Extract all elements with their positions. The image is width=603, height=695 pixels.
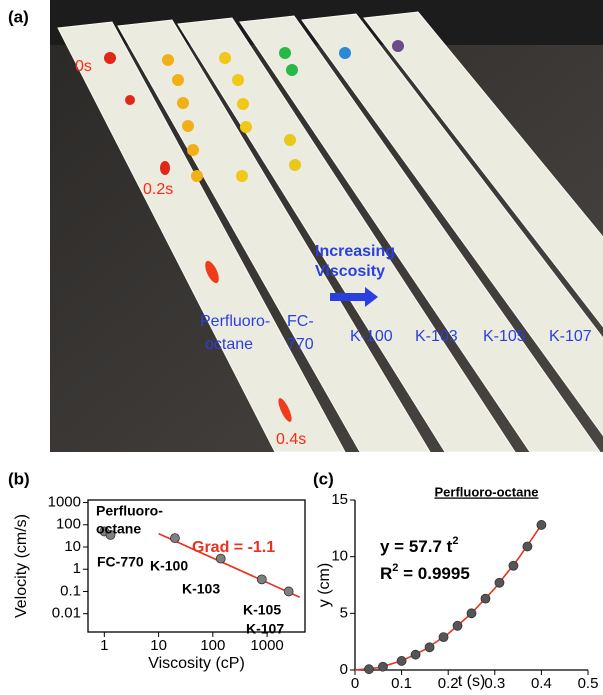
chart-title: Perfluoro-octane [434,484,538,499]
x-axis-title: t (s) [458,673,486,690]
data-point [364,664,374,675]
strip-label: Perfluoro- [200,313,270,330]
y-tick-label: 1 [73,560,81,577]
x-tick-label: 1000 [250,637,283,654]
x-axis-title: Viscosity (cP) [148,655,245,672]
r-squared: R2 = 0.9995 [380,562,470,584]
strip-label: K-105 [483,328,526,345]
y-axis-title: y (cm) [316,563,333,607]
y-tick-label: 1000 [48,494,81,511]
point-label: FC-770 [97,554,144,570]
point-label: K-105 [243,602,281,618]
data-point [522,541,533,552]
fit-line [158,532,301,598]
data-point [170,533,180,544]
point-label: K-107 [246,621,284,637]
data-point [105,529,116,540]
time-label: 0.2s [143,181,173,198]
data-point [283,586,294,597]
strip-label: K-103 [415,328,458,345]
r-squared-part: = 0.9995 [398,564,469,583]
x-tick-label: 0.5 [578,675,599,692]
x-tick-label: 1 [100,637,108,654]
y-tick-label: 0.01 [52,605,81,622]
data-point [452,620,463,631]
y-tick-label: 0.1 [60,582,81,599]
equation-part: 2 [452,535,458,547]
point-label: Perfluoro- [96,503,163,519]
arrow-label: Increasing [315,243,395,260]
x-tick-label: 0.1 [391,675,412,692]
photo: 0s 0.2s 0.4s Increasing Viscosity Perflu… [50,0,603,452]
data-point [466,608,477,619]
y-tick-label: 10 [331,548,348,565]
data-point [424,642,435,653]
y-tick-label: 5 [340,604,348,621]
time-label: 0.4s [276,431,306,448]
point-label: octane [96,521,141,537]
y-tick-label: 15 [331,491,348,508]
data-point [256,574,267,585]
data-point [438,632,449,643]
strip-label: K-100 [350,328,393,345]
x-tick-label: 0.3 [484,675,505,692]
x-tick-label: 0.2 [438,675,459,692]
data-point [410,649,421,660]
strip-label: 770 [287,336,314,353]
data-point [480,593,491,604]
arrow-label: Viscosity [315,263,385,280]
y-axis-title: Velocity (cm/s) [13,514,30,618]
point-label: K-100 [150,558,188,574]
droplets [104,40,404,422]
x-tick-label: 10 [150,637,167,654]
x-tick-label: 0.4 [531,675,552,692]
point-label: K-103 [182,581,220,597]
equation: y = 57.7 t2 [380,535,458,557]
strips [57,11,603,452]
data-point [215,553,226,564]
data-point [378,661,388,672]
panel-label: (c) [313,469,334,488]
y-tick-label: 100 [56,516,81,533]
panel-label: (b) [8,469,30,488]
data-point [494,577,505,588]
x-tick-label: 0 [351,675,359,692]
strip-label: FC- [287,313,314,330]
panel-label: (a) [8,7,29,26]
y-tick-label: 10 [64,538,81,555]
strip-label: octane [205,336,253,353]
data-point [536,520,547,530]
fit-label: Grad = -1.1 [192,539,275,556]
y-tick-label: 0 [340,661,348,678]
strip-label: K-107 [549,328,592,345]
plot-frame [87,499,306,633]
r-squared-part: R [380,564,392,583]
data-point [508,560,519,571]
time-label: 0s [75,58,92,75]
x-tick-label: 100 [200,637,225,654]
equation-part: y = 57.7 t [380,537,453,556]
data-point [396,656,407,666]
arrow [330,287,378,307]
r-squared-part: 2 [392,562,398,574]
